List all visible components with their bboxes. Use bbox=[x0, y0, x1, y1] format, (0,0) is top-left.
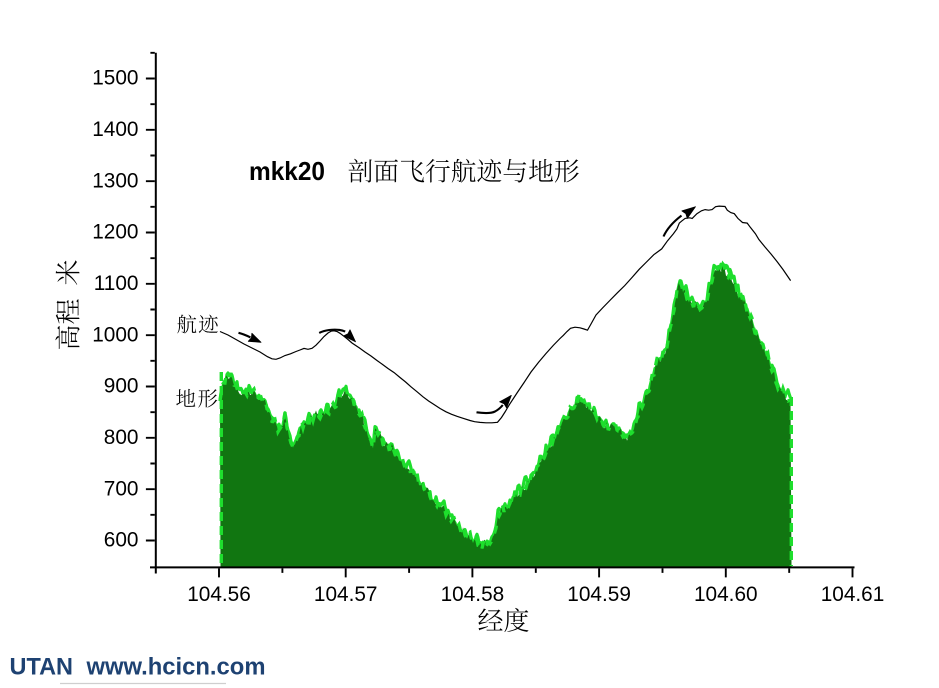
svg-text:104.60: 104.60 bbox=[694, 583, 758, 606]
svg-text:104.56: 104.56 bbox=[187, 583, 251, 606]
svg-text:1100: 1100 bbox=[94, 272, 139, 295]
svg-text:1000: 1000 bbox=[92, 323, 138, 346]
svg-text:1300: 1300 bbox=[92, 169, 138, 192]
svg-text:104.61: 104.61 bbox=[821, 583, 885, 606]
svg-text:800: 800 bbox=[104, 426, 139, 449]
svg-text:600: 600 bbox=[104, 529, 139, 552]
svg-text:UTAN: UTAN bbox=[10, 654, 74, 681]
svg-text:www.hcicn.com: www.hcicn.com bbox=[86, 654, 266, 681]
svg-text:1500: 1500 bbox=[92, 67, 138, 90]
svg-text:104.59: 104.59 bbox=[567, 583, 631, 606]
svg-text:104.58: 104.58 bbox=[441, 583, 505, 606]
svg-text:1200: 1200 bbox=[92, 221, 138, 244]
svg-text:mkk20: mkk20 bbox=[249, 156, 325, 186]
svg-text:700: 700 bbox=[104, 477, 139, 500]
svg-text:1400: 1400 bbox=[92, 118, 138, 141]
svg-text:900: 900 bbox=[104, 375, 139, 398]
svg-text:104.57: 104.57 bbox=[314, 583, 378, 606]
